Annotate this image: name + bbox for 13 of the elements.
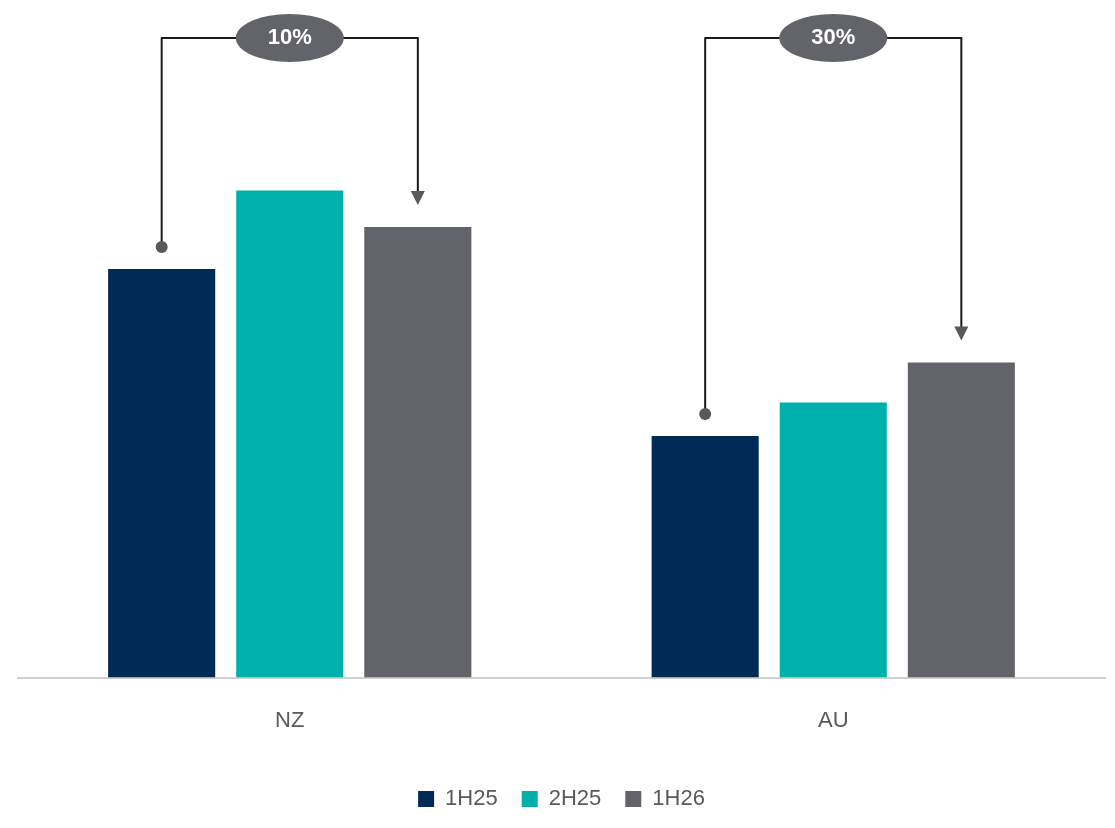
x-tick-label: AU [817,706,849,732]
bar [236,190,344,678]
text: 10% [267,24,312,50]
bar [651,436,759,678]
legend-label: 1H25 [445,785,498,811]
legend-label: 2H25 [548,785,602,811]
bar [364,227,472,678]
bar [907,362,1015,678]
bar [108,268,216,678]
bar [779,402,887,678]
legend-label: 1H26 [652,785,705,811]
text: 30% [811,24,856,50]
x-tick-label: NZ [275,706,305,732]
